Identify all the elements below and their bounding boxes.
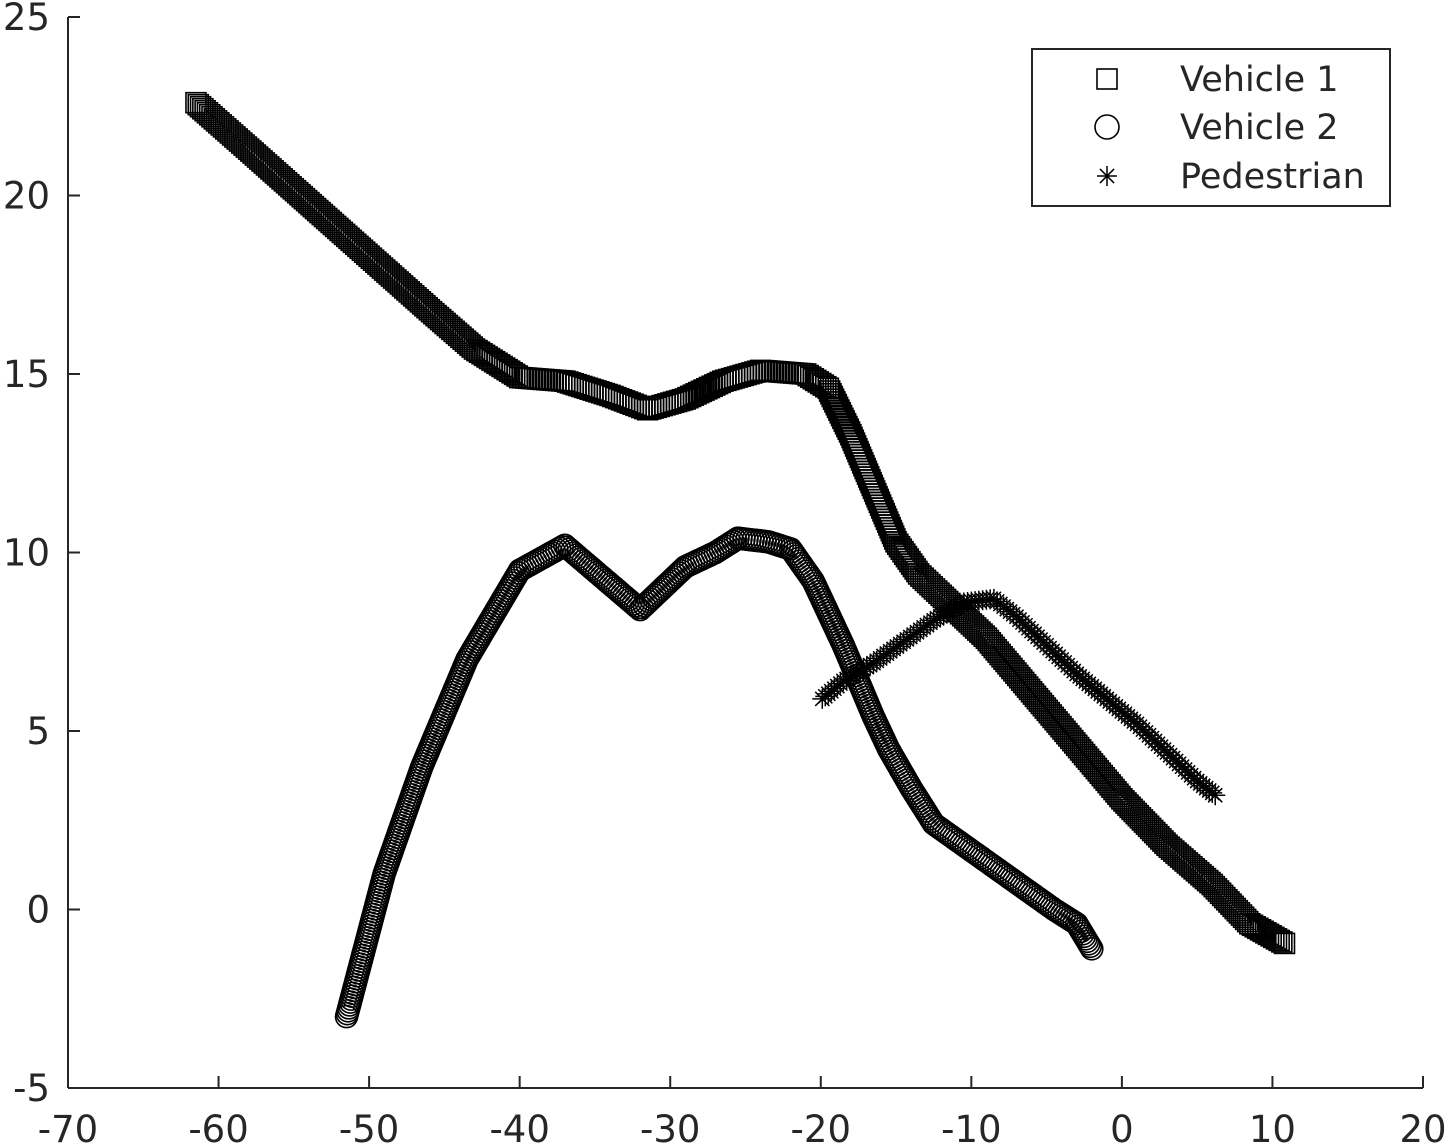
series-layer [185,91,1296,1029]
x-tick-label: 10 [1249,1108,1296,1145]
y-tick-label: -5 [13,1067,50,1110]
y-tick-label: 25 [3,0,50,39]
legend-label: Vehicle 2 [1180,108,1339,148]
y-tick-label: 10 [3,532,50,575]
legend: Vehicle 1 Vehicle 2 Pedestrian [1031,48,1391,207]
x-tick-label: -10 [941,1108,1001,1145]
series-circle [334,526,1104,1029]
series-square [185,91,1296,955]
circle-point [1076,931,1101,956]
y-tick-label: 0 [26,889,50,932]
legend-box [1031,48,1391,207]
circle-point [1078,934,1103,959]
square-point [832,407,854,430]
y-tick-label: 20 [3,175,50,218]
x-tick-label: 0 [1110,1108,1134,1145]
asterisk-point [933,604,954,625]
circle-point [718,531,743,555]
circle-point [619,590,643,614]
legend-marker-square [1096,68,1118,90]
legend-items: Vehicle 1 Vehicle 2 Pedestrian [1094,60,1365,197]
x-tick-label: -70 [38,1108,98,1145]
y-tick-label: 15 [3,353,50,396]
square-point [1273,932,1296,955]
series-asterisk [812,588,1226,806]
square-point [1268,929,1290,952]
square-point [743,361,766,383]
square-point [1271,931,1293,953]
x-tick-label: -40 [489,1108,549,1145]
legend-marker-circle [1094,114,1120,140]
x-tick-label: -30 [640,1108,700,1145]
x-tick-label: -60 [188,1108,248,1145]
square-point [671,389,694,411]
y-tick-label: 5 [26,710,50,753]
circle-point [547,536,572,561]
x-tick-label: -50 [339,1108,399,1145]
x-tick-label: 20 [1399,1108,1446,1145]
x-tick-label: -20 [791,1108,851,1145]
legend-label: Vehicle 1 [1180,60,1339,100]
square-point [1265,928,1288,950]
asterisk-point [1205,785,1226,806]
legend-marker-asterisk [1097,166,1117,186]
circle-point [1079,936,1104,961]
legend-label: Pedestrian [1180,157,1365,197]
circle-point [1075,929,1100,954]
